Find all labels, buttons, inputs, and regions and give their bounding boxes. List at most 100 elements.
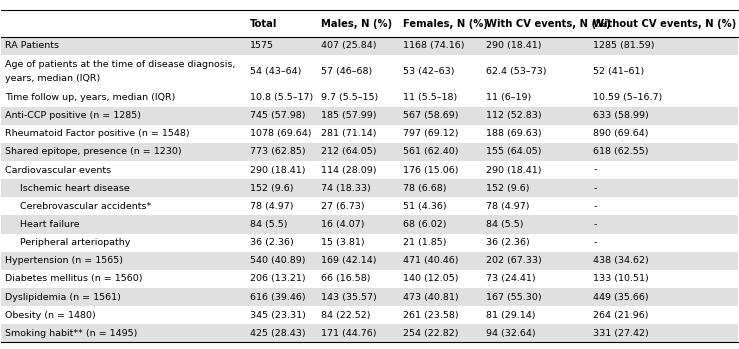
Text: 16 (4.07): 16 (4.07) <box>321 220 365 229</box>
Text: 10.8 (5.5–17): 10.8 (5.5–17) <box>250 93 313 102</box>
Text: 54 (43–64): 54 (43–64) <box>250 67 302 76</box>
Text: 797 (69.12): 797 (69.12) <box>403 129 459 138</box>
Text: 66 (16.58): 66 (16.58) <box>321 274 371 283</box>
Text: With CV events, N (%): With CV events, N (%) <box>486 18 611 29</box>
Text: Obesity (n = 1480): Obesity (n = 1480) <box>5 311 96 320</box>
Text: 185 (57.99): 185 (57.99) <box>321 111 377 120</box>
Bar <box>1 88 738 106</box>
Text: 68 (6.02): 68 (6.02) <box>403 220 447 229</box>
Text: -: - <box>593 220 597 229</box>
Text: 36 (2.36): 36 (2.36) <box>250 238 293 247</box>
Text: 264 (21.96): 264 (21.96) <box>593 311 649 320</box>
Text: 561 (62.40): 561 (62.40) <box>403 147 459 156</box>
Text: Males, N (%): Males, N (%) <box>321 18 392 29</box>
Bar <box>1 306 738 324</box>
Text: Peripheral arteriopathy: Peripheral arteriopathy <box>20 238 130 247</box>
Text: 202 (67.33): 202 (67.33) <box>486 256 542 265</box>
Text: Heart failure: Heart failure <box>20 220 80 229</box>
Text: 10.59 (5–16.7): 10.59 (5–16.7) <box>593 93 663 102</box>
Bar <box>1 252 738 270</box>
Bar <box>1 125 738 143</box>
Text: 1575: 1575 <box>250 41 273 50</box>
Text: 140 (12.05): 140 (12.05) <box>403 274 459 283</box>
Text: 567 (58.69): 567 (58.69) <box>403 111 459 120</box>
Text: Cardiovascular events: Cardiovascular events <box>5 165 112 174</box>
Text: 62.4 (53–73): 62.4 (53–73) <box>486 67 547 76</box>
Text: -: - <box>593 238 597 247</box>
Text: Cerebrovascular accidents*: Cerebrovascular accidents* <box>20 202 151 211</box>
Bar <box>1 161 738 179</box>
Text: Total: Total <box>250 18 277 29</box>
Bar <box>1 55 738 88</box>
Text: 36 (2.36): 36 (2.36) <box>486 238 530 247</box>
Text: 51 (4.36): 51 (4.36) <box>403 202 447 211</box>
Text: 540 (40.89): 540 (40.89) <box>250 256 305 265</box>
Text: 1168 (74.16): 1168 (74.16) <box>403 41 465 50</box>
Text: RA Patients: RA Patients <box>5 41 59 50</box>
Text: -: - <box>593 202 597 211</box>
Text: 407 (25.84): 407 (25.84) <box>321 41 377 50</box>
Text: 114 (28.09): 114 (28.09) <box>321 165 377 174</box>
Text: 633 (58.99): 633 (58.99) <box>593 111 649 120</box>
Bar <box>1 270 738 288</box>
Text: -: - <box>593 184 597 193</box>
Text: 78 (6.68): 78 (6.68) <box>403 184 447 193</box>
Text: Ischemic heart disease: Ischemic heart disease <box>20 184 130 193</box>
Text: 9.7 (5.5–15): 9.7 (5.5–15) <box>321 93 378 102</box>
Text: Age of patients at the time of disease diagnosis,: Age of patients at the time of disease d… <box>5 60 236 69</box>
Bar <box>1 197 738 215</box>
Text: 261 (23.58): 261 (23.58) <box>403 311 459 320</box>
Bar <box>1 37 738 55</box>
Text: 290 (18.41): 290 (18.41) <box>486 41 542 50</box>
Text: 290 (18.41): 290 (18.41) <box>250 165 305 174</box>
Text: 81 (29.14): 81 (29.14) <box>486 311 536 320</box>
Text: 52 (41–61): 52 (41–61) <box>593 67 644 76</box>
Text: 53 (42–63): 53 (42–63) <box>403 67 455 76</box>
Text: 133 (10.51): 133 (10.51) <box>593 274 649 283</box>
Text: 331 (27.42): 331 (27.42) <box>593 329 649 338</box>
Text: 57 (46–68): 57 (46–68) <box>321 67 372 76</box>
Text: 78 (4.97): 78 (4.97) <box>250 202 293 211</box>
Text: 212 (64.05): 212 (64.05) <box>321 147 377 156</box>
Text: 94 (32.64): 94 (32.64) <box>486 329 536 338</box>
Text: 449 (35.66): 449 (35.66) <box>593 292 649 302</box>
Text: 167 (55.30): 167 (55.30) <box>486 292 542 302</box>
Text: Shared epitope, presence (n = 1230): Shared epitope, presence (n = 1230) <box>5 147 182 156</box>
Text: 890 (69.64): 890 (69.64) <box>593 129 649 138</box>
Text: Without CV events, N (%): Without CV events, N (%) <box>593 18 737 29</box>
Text: 84 (5.5): 84 (5.5) <box>486 220 524 229</box>
Text: 152 (9.6): 152 (9.6) <box>250 184 293 193</box>
Text: 112 (52.83): 112 (52.83) <box>486 111 542 120</box>
Text: Time follow up, years, median (IQR): Time follow up, years, median (IQR) <box>5 93 176 102</box>
Text: 745 (57.98): 745 (57.98) <box>250 111 305 120</box>
Text: 425 (28.43): 425 (28.43) <box>250 329 305 338</box>
Text: 438 (34.62): 438 (34.62) <box>593 256 649 265</box>
Text: 616 (39.46): 616 (39.46) <box>250 292 305 302</box>
Text: 84 (22.52): 84 (22.52) <box>321 311 371 320</box>
Bar <box>1 215 738 233</box>
Bar <box>1 324 738 342</box>
Text: 471 (40.46): 471 (40.46) <box>403 256 459 265</box>
Text: 773 (62.85): 773 (62.85) <box>250 147 305 156</box>
Text: Diabetes mellitus (n = 1560): Diabetes mellitus (n = 1560) <box>5 274 143 283</box>
Text: Hypertension (n = 1565): Hypertension (n = 1565) <box>5 256 123 265</box>
Text: 473 (40.81): 473 (40.81) <box>403 292 459 302</box>
Text: Dyslipidemia (n = 1561): Dyslipidemia (n = 1561) <box>5 292 121 302</box>
Bar <box>1 179 738 197</box>
Text: 152 (9.6): 152 (9.6) <box>486 184 530 193</box>
Text: 206 (13.21): 206 (13.21) <box>250 274 305 283</box>
Text: 176 (15.06): 176 (15.06) <box>403 165 459 174</box>
Text: 27 (6.73): 27 (6.73) <box>321 202 365 211</box>
Bar <box>1 10 738 37</box>
Text: 143 (35.57): 143 (35.57) <box>321 292 377 302</box>
Text: 281 (71.14): 281 (71.14) <box>321 129 377 138</box>
Text: 618 (62.55): 618 (62.55) <box>593 147 649 156</box>
Bar <box>1 233 738 252</box>
Text: 345 (23.31): 345 (23.31) <box>250 311 306 320</box>
Text: 15 (3.81): 15 (3.81) <box>321 238 365 247</box>
Text: 78 (4.97): 78 (4.97) <box>486 202 530 211</box>
Text: Anti-CCP positive (n = 1285): Anti-CCP positive (n = 1285) <box>5 111 141 120</box>
Text: 171 (44.76): 171 (44.76) <box>321 329 377 338</box>
Text: 155 (64.05): 155 (64.05) <box>486 147 542 156</box>
Text: Females, N (%): Females, N (%) <box>403 18 488 29</box>
